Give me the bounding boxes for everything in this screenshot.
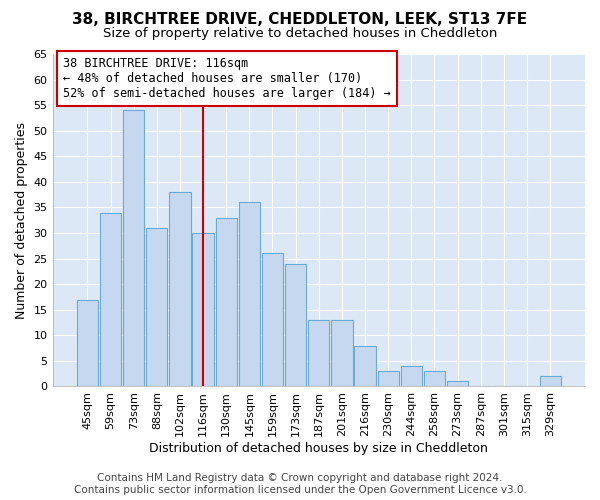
Bar	[77, 300, 98, 386]
Text: Size of property relative to detached houses in Cheddleton: Size of property relative to detached ho…	[103, 28, 497, 40]
Bar	[239, 202, 260, 386]
Bar	[308, 320, 329, 386]
Bar	[169, 192, 191, 386]
Bar	[377, 371, 399, 386]
Bar	[424, 371, 445, 386]
X-axis label: Distribution of detached houses by size in Cheddleton: Distribution of detached houses by size …	[149, 442, 488, 455]
Bar	[193, 233, 214, 386]
Text: Contains HM Land Registry data © Crown copyright and database right 2024.
Contai: Contains HM Land Registry data © Crown c…	[74, 474, 526, 495]
Y-axis label: Number of detached properties: Number of detached properties	[15, 122, 28, 318]
Bar	[215, 218, 237, 386]
Bar	[355, 346, 376, 387]
Bar	[262, 254, 283, 386]
Bar	[123, 110, 145, 386]
Bar	[539, 376, 561, 386]
Text: 38 BIRCHTREE DRIVE: 116sqm
← 48% of detached houses are smaller (170)
52% of sem: 38 BIRCHTREE DRIVE: 116sqm ← 48% of deta…	[63, 58, 391, 100]
Bar	[331, 320, 353, 386]
Bar	[100, 212, 121, 386]
Bar	[401, 366, 422, 386]
Bar	[447, 382, 468, 386]
Bar	[146, 228, 167, 386]
Bar	[285, 264, 306, 386]
Text: 38, BIRCHTREE DRIVE, CHEDDLETON, LEEK, ST13 7FE: 38, BIRCHTREE DRIVE, CHEDDLETON, LEEK, S…	[73, 12, 527, 28]
